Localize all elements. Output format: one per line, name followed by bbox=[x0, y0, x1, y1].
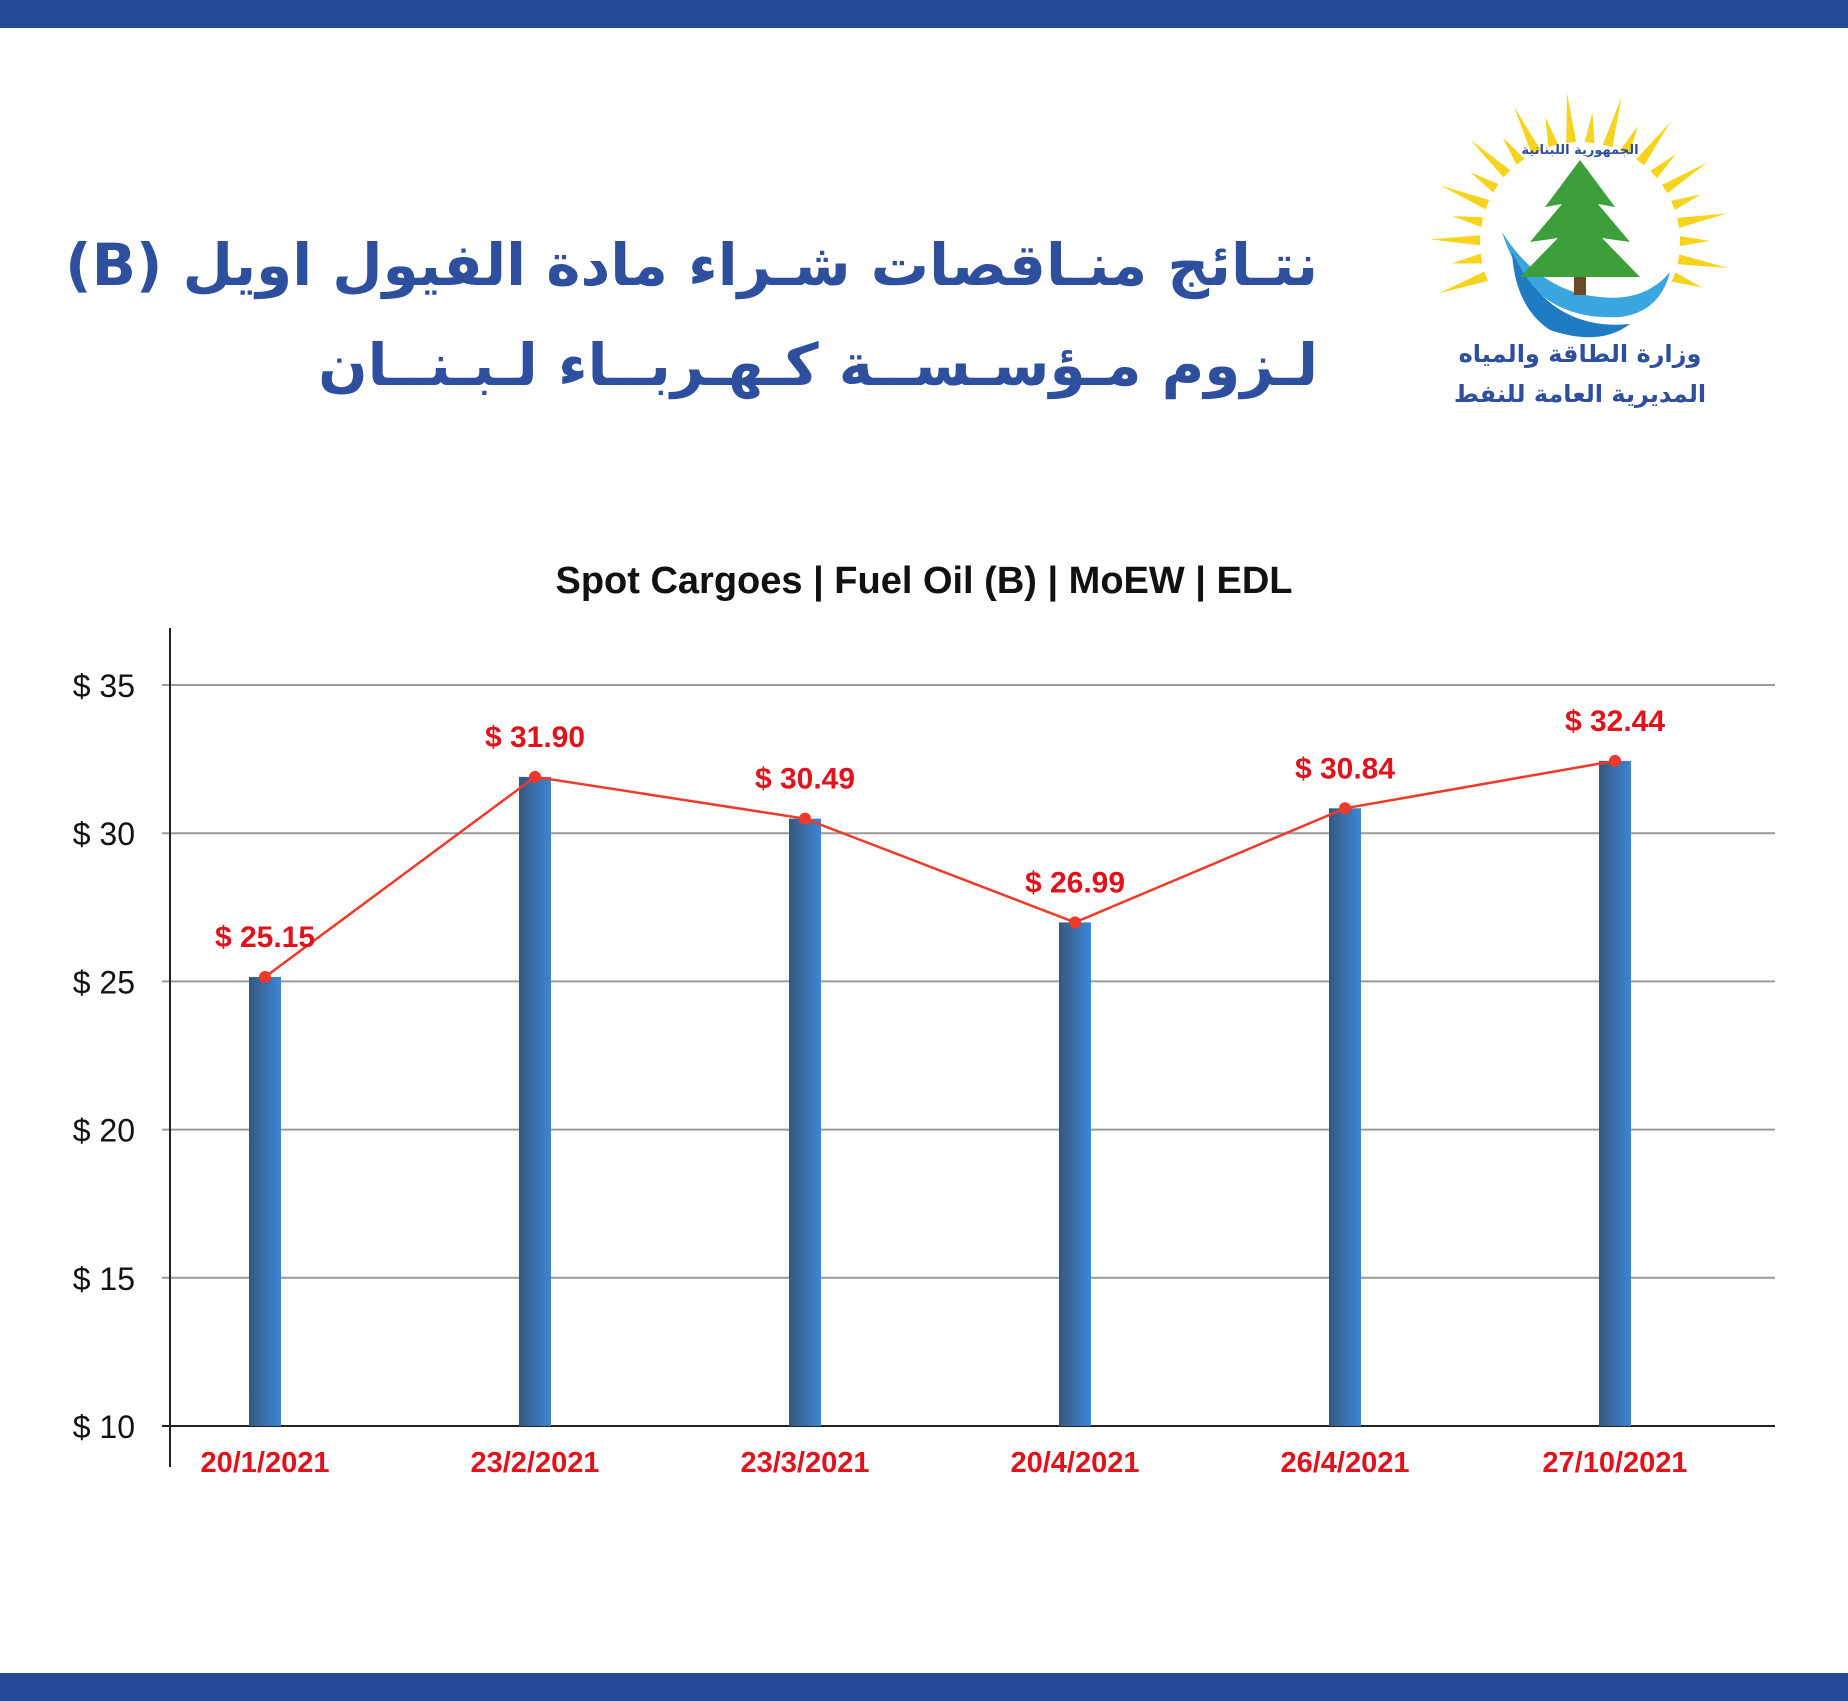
top-band bbox=[0, 0, 1848, 28]
data-point bbox=[1339, 802, 1351, 815]
data-label: $ 26.99 bbox=[1025, 866, 1125, 899]
sun-ray bbox=[1514, 107, 1541, 155]
sun-ray bbox=[1470, 172, 1499, 193]
logo-ministry-text: وزارة الطاقة والمياه bbox=[1459, 340, 1702, 368]
data-point bbox=[799, 812, 811, 825]
data-label: $ 25.15 bbox=[215, 921, 315, 954]
bar bbox=[789, 818, 821, 1426]
cedar-sun-logo-icon: الجمهورية اللبنانية وزارة الطاقة والمياه bbox=[1430, 92, 1728, 368]
title-line-1: نتـائج منـاقصات شـراء مادة الفيول اويل (… bbox=[65, 231, 1318, 299]
sun-ray bbox=[1677, 254, 1728, 269]
title-line-2: لـزوم مـؤسـســة كـهـربــاء لـبـنــان bbox=[318, 331, 1318, 399]
bar bbox=[249, 976, 281, 1426]
sun-ray bbox=[1566, 92, 1577, 143]
sun-ray bbox=[1470, 139, 1511, 178]
sun-ray bbox=[1671, 194, 1701, 211]
y-tick-label: $ 25 bbox=[73, 964, 135, 1000]
sun-ray bbox=[1679, 236, 1710, 247]
sun-ray bbox=[1677, 213, 1728, 228]
y-tick-label: $ 20 bbox=[73, 1113, 135, 1149]
sun-ray bbox=[1650, 154, 1676, 179]
sun-ray bbox=[1502, 137, 1525, 165]
x-tick-label: 20/4/2021 bbox=[1010, 1447, 1139, 1479]
x-tick-label: 23/2/2021 bbox=[470, 1447, 599, 1479]
data-point bbox=[259, 970, 271, 983]
sun-ray bbox=[1440, 185, 1490, 210]
bottom-band bbox=[0, 1673, 1848, 1701]
bar bbox=[519, 776, 551, 1426]
data-label: $ 30.49 bbox=[755, 763, 855, 796]
sun-ray bbox=[1545, 116, 1559, 148]
sun-ray bbox=[1671, 272, 1702, 288]
sun-ray bbox=[1451, 253, 1483, 264]
y-tick-label: $ 15 bbox=[73, 1261, 135, 1297]
sun-ray bbox=[1620, 125, 1639, 155]
chart-title: Spot Cargoes | Fuel Oil (B) | MoEW | EDL bbox=[555, 560, 1293, 602]
x-tick-label: 23/3/2021 bbox=[740, 1447, 869, 1479]
bar bbox=[1599, 760, 1631, 1426]
sun-ray bbox=[1602, 97, 1622, 148]
page-title: نتـائج منـاقصات شـراء مادة الفيول اويل (… bbox=[65, 215, 1318, 415]
x-tick-label: 20/1/2021 bbox=[200, 1447, 329, 1479]
sun-ray bbox=[1636, 122, 1671, 166]
sun-ray bbox=[1452, 216, 1484, 227]
data-point bbox=[529, 770, 541, 783]
data-label: $ 30.84 bbox=[1295, 752, 1395, 785]
data-point bbox=[1609, 754, 1621, 767]
y-tick-label: $ 10 bbox=[73, 1409, 135, 1445]
data-label: $ 32.44 bbox=[1565, 705, 1665, 738]
y-tick-label: $ 30 bbox=[73, 816, 135, 852]
sun-ray bbox=[1439, 271, 1488, 294]
bar bbox=[1329, 808, 1361, 1426]
x-tick-label: 27/10/2021 bbox=[1542, 1447, 1687, 1479]
bar bbox=[1059, 922, 1091, 1426]
sun-ray bbox=[1662, 162, 1708, 194]
data-label: $ 31.90 bbox=[485, 721, 585, 754]
sun-ray bbox=[1584, 112, 1595, 144]
chart: $ 10 $ 15 $ 20 $ 25 $ 30 $ 35 $ 25.15 20/1/202… bbox=[73, 628, 1775, 1479]
series-line bbox=[264, 759, 1616, 978]
sun-ray bbox=[1430, 235, 1481, 246]
logo-top-text: الجمهورية اللبنانية bbox=[1521, 143, 1638, 158]
x-tick-label: 26/4/2021 bbox=[1280, 1447, 1409, 1479]
logo-subtitle: المديرية العامة للنفط bbox=[1453, 380, 1707, 408]
y-tick-label: $ 35 bbox=[73, 668, 135, 704]
data-point bbox=[1069, 916, 1081, 929]
